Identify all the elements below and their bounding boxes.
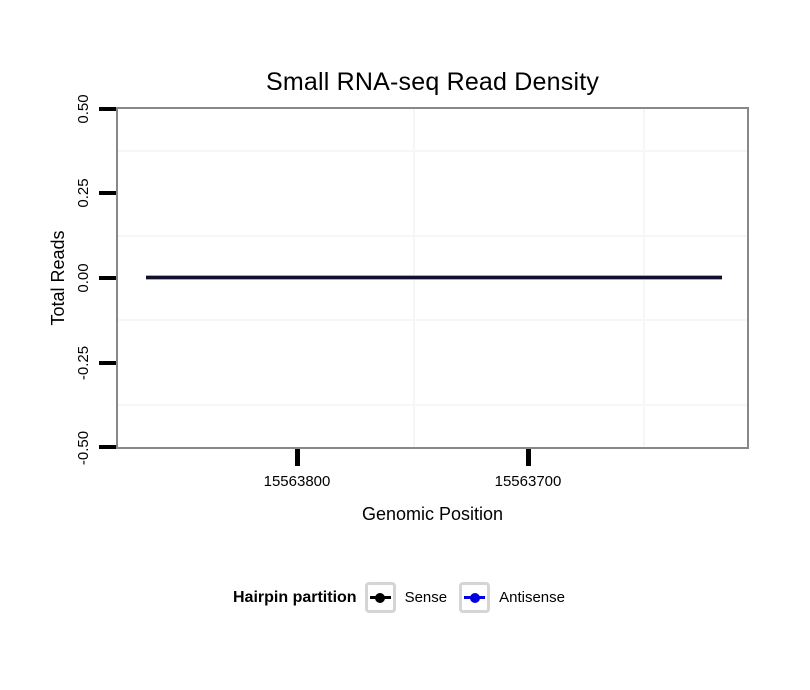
x-tick-label: 15563800 bbox=[263, 473, 331, 490]
legend: Hairpin partition Sense Antisense bbox=[0, 581, 810, 614]
minor-gridline-h bbox=[118, 150, 747, 152]
y-axis-tick bbox=[99, 107, 116, 111]
chart-title: Small RNA-seq Read Density bbox=[265, 68, 600, 96]
legend-title: Hairpin partition bbox=[233, 588, 357, 606]
y-axis-title: Total Reads bbox=[48, 230, 68, 326]
y-axis-tick bbox=[99, 191, 116, 195]
y-tick-label: 0.50 bbox=[75, 94, 92, 124]
plot-panel bbox=[116, 107, 749, 449]
y-tick-label: -0.50 bbox=[75, 430, 92, 466]
sense-point-icon bbox=[375, 592, 386, 603]
y-axis-tick bbox=[99, 361, 116, 365]
x-axis-tick bbox=[295, 449, 300, 466]
legend-key-sense bbox=[364, 582, 396, 613]
y-axis-tick bbox=[99, 276, 116, 280]
minor-gridline-h bbox=[118, 319, 747, 321]
legend-label-sense: Sense bbox=[404, 589, 448, 606]
legend-key-antisense bbox=[459, 582, 491, 613]
y-tick-label: 0.00 bbox=[75, 263, 92, 293]
y-axis-tick bbox=[99, 445, 116, 449]
minor-gridline-h bbox=[118, 404, 747, 406]
y-tick-label: -0.25 bbox=[75, 345, 92, 381]
x-axis-tick bbox=[526, 449, 531, 466]
minor-gridline-h bbox=[118, 235, 747, 237]
legend-label-antisense: Antisense bbox=[499, 589, 565, 606]
x-tick-label: 15563700 bbox=[494, 473, 562, 490]
y-tick-label: 0.25 bbox=[75, 178, 92, 208]
antisense-point-icon bbox=[469, 592, 480, 603]
read-density-line-sense-antisense-overlap bbox=[146, 275, 722, 280]
x-axis-title: Genomic Position bbox=[361, 504, 504, 524]
